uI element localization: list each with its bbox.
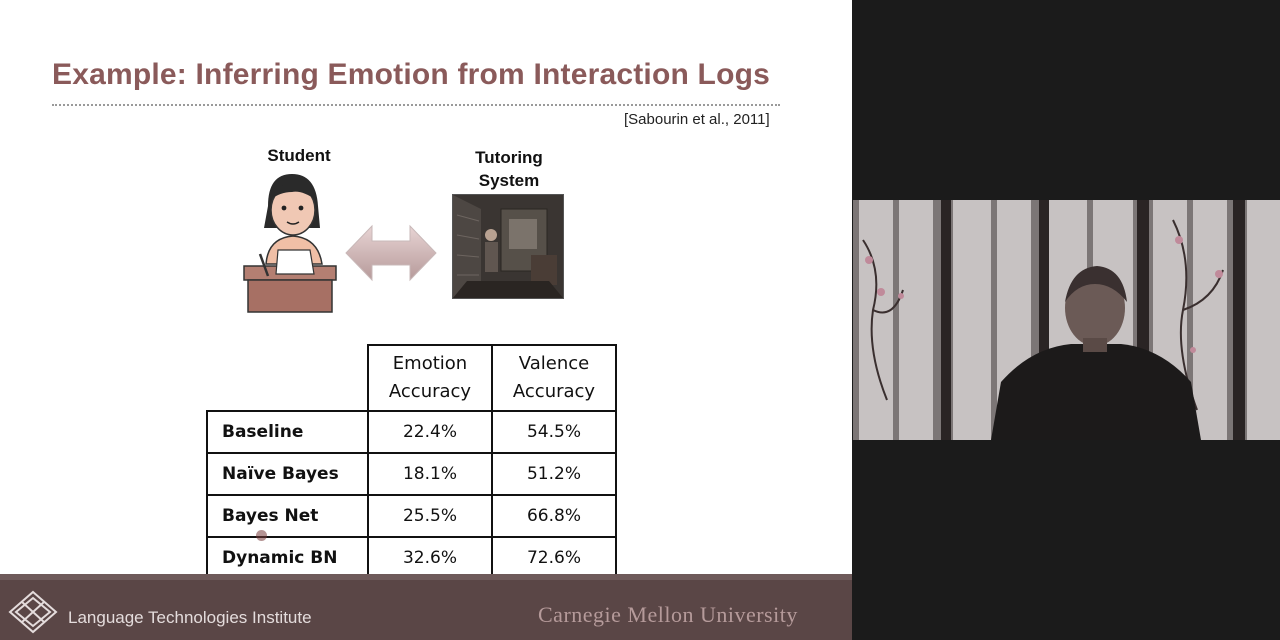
tutoring-system-label: Tutoring System [462, 146, 556, 192]
row-label: Dynamic BN [206, 536, 369, 580]
presentation-slide: Example: Inferring Emotion from Interact… [0, 0, 852, 640]
row-label: Baseline [206, 410, 369, 454]
title-divider [52, 104, 780, 106]
valence-accuracy-cell: 54.5% [491, 410, 617, 454]
header-line: Emotion [392, 353, 468, 374]
results-table: Emotion Accuracy Valence Accuracy Baseli… [206, 344, 617, 580]
speaker-silhouette [991, 266, 1201, 440]
table-row: Baseline 22.4% 54.5% [206, 410, 617, 454]
table-header-row: Emotion Accuracy Valence Accuracy [207, 344, 617, 412]
header-line: Valence [518, 353, 590, 374]
table-corner-cell [207, 345, 369, 412]
speaker-video-feed [853, 200, 1280, 440]
header-line: Accuracy [512, 381, 596, 402]
game-scene-image [453, 195, 563, 298]
emotion-accuracy-cell: 22.4% [367, 410, 493, 454]
valence-accuracy-cell: 72.6% [491, 536, 617, 580]
slide-footer: Language Technologies Institute Carnegie… [0, 574, 852, 640]
emotion-accuracy-cell: 18.1% [367, 452, 493, 496]
tutoring-system-screenshot [452, 194, 564, 299]
slide-title: Example: Inferring Emotion from Interact… [52, 58, 770, 91]
emotion-accuracy-cell: 25.5% [367, 494, 493, 538]
header-line: Accuracy [388, 381, 472, 402]
table-row: Bayes Net 25.5% 66.8% [206, 494, 617, 538]
row-label: Naïve Bayes [206, 452, 369, 496]
row-label: Bayes Net [206, 494, 369, 538]
column-header-emotion: Emotion Accuracy [367, 344, 493, 412]
institute-name: Language Technologies Institute [68, 608, 312, 627]
tutoring-label-line1: Tutoring [475, 148, 543, 167]
column-header-valence: Valence Accuracy [491, 344, 617, 412]
valence-accuracy-cell: 66.8% [491, 494, 617, 538]
table-row: Dynamic BN 32.6% 72.6% [206, 536, 617, 580]
laser-pointer-cursor [256, 530, 267, 541]
lti-logo-icon [8, 590, 58, 634]
double-arrow-icon [345, 224, 437, 282]
university-name: Carnegie Mellon University [538, 602, 798, 627]
valence-accuracy-cell: 51.2% [491, 452, 617, 496]
emotion-accuracy-cell: 32.6% [367, 536, 493, 580]
table-row: Naïve Bayes 18.1% 51.2% [206, 452, 617, 496]
student-at-desk-icon [243, 174, 337, 313]
student-label: Student [267, 146, 331, 165]
citation: [Sabourin et al., 2011] [624, 111, 770, 128]
tutoring-label-line2: System [478, 171, 540, 190]
footer-band: Language Technologies Institute Carnegie… [0, 580, 852, 640]
